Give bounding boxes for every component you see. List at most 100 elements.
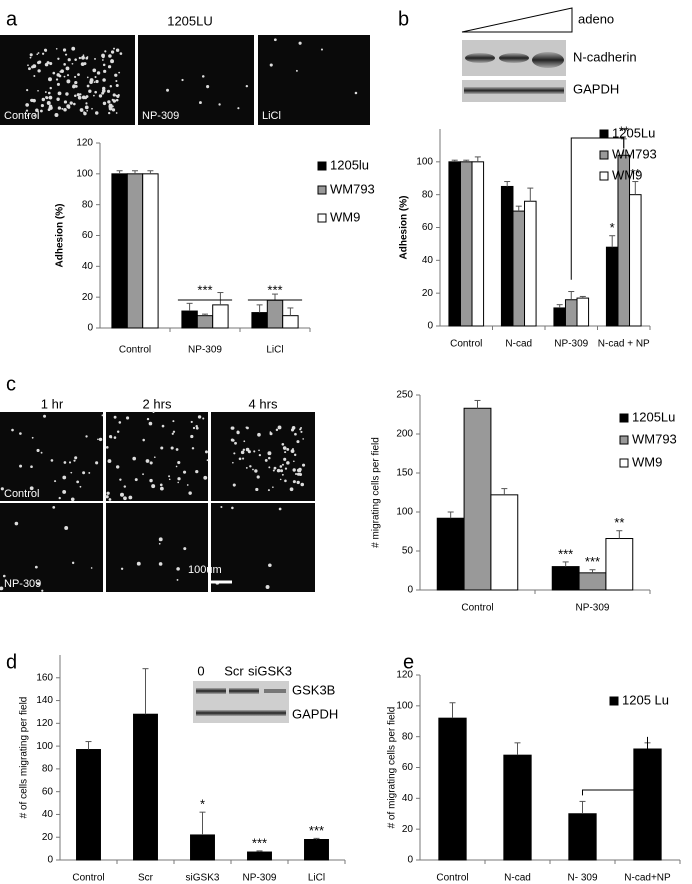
cell [88,89,92,93]
cell [19,464,23,468]
cell [27,114,30,117]
cell [190,420,193,424]
cell [269,63,273,67]
significance: *** [252,835,267,850]
cell [29,53,33,57]
cell [159,486,164,491]
y-tick-label: 60 [42,786,54,797]
cell [74,75,77,78]
cell [292,468,296,472]
cell [57,106,62,110]
cell [71,561,75,565]
y-tick-label: 50 [402,546,414,557]
cell [206,85,210,89]
blot-label: GSK3B [292,682,335,697]
y-tick-label: 250 [396,390,413,401]
legend-label: WM793 [612,146,657,161]
y-tick-label: 100 [36,741,53,752]
cell [71,46,76,51]
bar [304,839,329,861]
significance: *** [309,823,324,838]
panel-letter: a [6,8,18,30]
cell [70,497,75,502]
legend-swatch [317,161,327,171]
cell [33,74,36,77]
cell [94,75,97,79]
cell [74,456,78,460]
legend-label: WM793 [632,431,677,446]
cell [290,428,295,432]
cell [286,461,290,465]
x-tick-label: Scr [138,873,154,884]
cell [101,414,104,417]
blot-label: adeno [578,11,614,26]
blot-band [499,53,529,63]
cell [206,459,209,462]
cell [115,83,119,87]
bar [605,246,619,327]
cell [175,448,179,451]
cell [56,97,60,101]
blot-band [196,688,226,694]
y-axis-label: # of cells migrating per field [19,697,30,819]
blot-band [465,53,495,63]
lane-label: siGSK3 [248,663,292,678]
cell [74,94,77,98]
cell [191,447,195,450]
cell [52,505,56,509]
cell [79,485,82,488]
cell [197,415,202,419]
cell [258,449,260,452]
image-label: Control [4,488,39,500]
cell [0,487,4,491]
cell [134,478,138,482]
cell [170,446,174,450]
cell [175,465,178,468]
cell [37,52,40,54]
cell [115,112,118,114]
cell [90,567,93,569]
y-tick-label: 100 [396,507,413,518]
cell [96,71,101,75]
cell [63,63,66,66]
cell [231,426,235,430]
cell [105,495,109,499]
legend-label: WM9 [330,209,360,224]
cell [108,55,112,58]
bar [247,851,272,861]
cell [161,424,165,428]
cell [67,58,71,62]
bar [196,315,214,329]
cell [79,108,84,112]
cell [19,432,22,435]
panel-letter: b [398,8,409,30]
cell [195,426,199,430]
cell [33,114,36,117]
cell [233,452,236,455]
cell [115,465,120,469]
cell [172,420,175,423]
legend-swatch [609,696,619,706]
micrograph [211,412,315,501]
bar [448,161,461,327]
lane-label: 0 [197,663,204,678]
bar [111,173,128,329]
cell [160,446,164,450]
cell [113,415,117,419]
y-tick-label: 60 [82,230,94,241]
cell [267,489,270,492]
cell [153,456,156,459]
cell [30,99,33,102]
y-axis-label: Adhesion (%) [399,196,410,260]
y-axis-label: Adhesion (%) [55,204,66,268]
y-tick-label: 80 [422,189,434,200]
cell [91,107,93,110]
cell [55,78,59,81]
cell [85,95,89,98]
cell [277,425,282,430]
cell [35,108,39,113]
cell [86,84,90,88]
bar [126,173,144,329]
y-tick-label: 140 [36,695,53,706]
cell [28,67,31,71]
